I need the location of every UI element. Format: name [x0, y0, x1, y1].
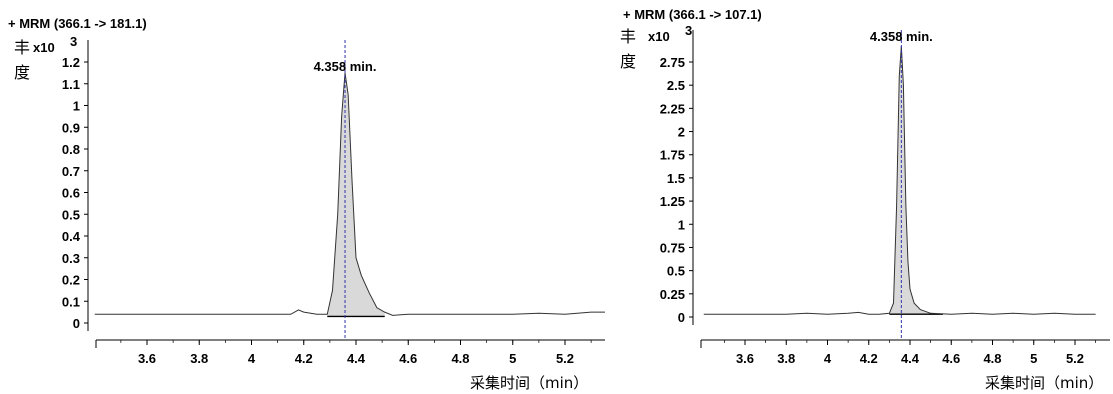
chromatogram-trace	[94, 72, 605, 316]
x-tick-label: 4.6	[942, 351, 960, 366]
peak-label: 4.358 min.	[314, 59, 377, 74]
x-axis-label: 采集时间（min）	[470, 374, 588, 392]
y-tick-label: 0.6	[62, 186, 80, 201]
y-tick-label: 0.7	[62, 164, 80, 179]
y-tick-label: 1.25	[660, 194, 685, 209]
x-tick-label: 5.2	[1066, 351, 1084, 366]
y-tick-label: 0.2	[62, 273, 80, 288]
y-multiplier-exponent: 3	[70, 34, 77, 49]
x-tick-label: 5.2	[556, 351, 574, 366]
y-axis-label-char: 度	[14, 63, 30, 82]
x-tick-label: 4.4	[347, 351, 366, 366]
y-axis-label-char: 度	[620, 52, 636, 71]
y-tick-label: 0.3	[62, 251, 80, 266]
x-tick-label: 3.8	[777, 351, 795, 366]
peak-label: 4.358 min.	[870, 29, 933, 44]
chromatogram-trace	[703, 46, 1096, 315]
y-tick-label: 0.25	[660, 287, 685, 302]
x-tick-label: 4.4	[901, 351, 920, 366]
x-axis-label: 采集时间（min）	[985, 374, 1103, 392]
y-tick-label: 1.1	[62, 77, 80, 92]
chart-title: + MRM (366.1 -> 181.1)	[8, 16, 147, 31]
chart-title: + MRM (366.1 -> 107.1)	[623, 7, 762, 22]
y-tick-label: 0.5	[62, 207, 80, 222]
x-tick-label: 3.6	[138, 351, 156, 366]
x-tick-label: 4.2	[860, 351, 878, 366]
y-tick-label: 0.4	[62, 229, 81, 244]
peak-area	[327, 72, 385, 317]
x-tick-label: 4	[824, 351, 832, 366]
x-tick-label: 4	[248, 351, 256, 366]
y-tick-label: 1	[73, 99, 80, 114]
x-tick-label: 4.8	[451, 351, 469, 366]
x-tick-label: 3.6	[736, 351, 754, 366]
x-tick-label: 5	[509, 351, 516, 366]
y-multiplier: x10	[33, 40, 55, 55]
x-tick-label: 4.8	[983, 351, 1001, 366]
x-tick-label: 3.8	[190, 351, 208, 366]
y-tick-label: 0.9	[62, 120, 80, 135]
x-tick-label: 4.2	[295, 351, 313, 366]
y-tick-label: 0.1	[62, 294, 80, 309]
y-tick-label: 1.5	[667, 171, 685, 186]
x-tick-label: 5	[1030, 351, 1037, 366]
y-axis-label-char: 丰	[620, 27, 636, 46]
y-tick-label: 1	[678, 217, 685, 232]
y-tick-label: 0	[73, 316, 80, 331]
y-tick-label: 0.5	[667, 264, 685, 279]
y-tick-label: 0	[678, 310, 685, 325]
y-tick-label: 1.75	[660, 148, 685, 163]
y-tick-label: 2.25	[660, 101, 685, 116]
y-tick-label: 0.8	[62, 142, 80, 157]
chart-2: + MRM (366.1 -> 107.1) 丰度 x10 3 0 0.25 0.5 0.75…	[620, 7, 1110, 392]
y-multiplier: x10	[648, 29, 670, 44]
y-tick-label: 0.75	[660, 240, 685, 255]
y-multiplier-exponent: 3	[685, 23, 692, 38]
y-tick-label: 2.75	[660, 55, 685, 70]
x-tick-label: 4.6	[399, 351, 417, 366]
y-axis-label-char: 丰	[14, 38, 30, 57]
y-tick-label: 2.5	[667, 78, 685, 93]
y-tick-label: 2	[678, 125, 685, 140]
y-tick-label: 1.2	[62, 55, 80, 70]
peak-area	[889, 46, 943, 315]
